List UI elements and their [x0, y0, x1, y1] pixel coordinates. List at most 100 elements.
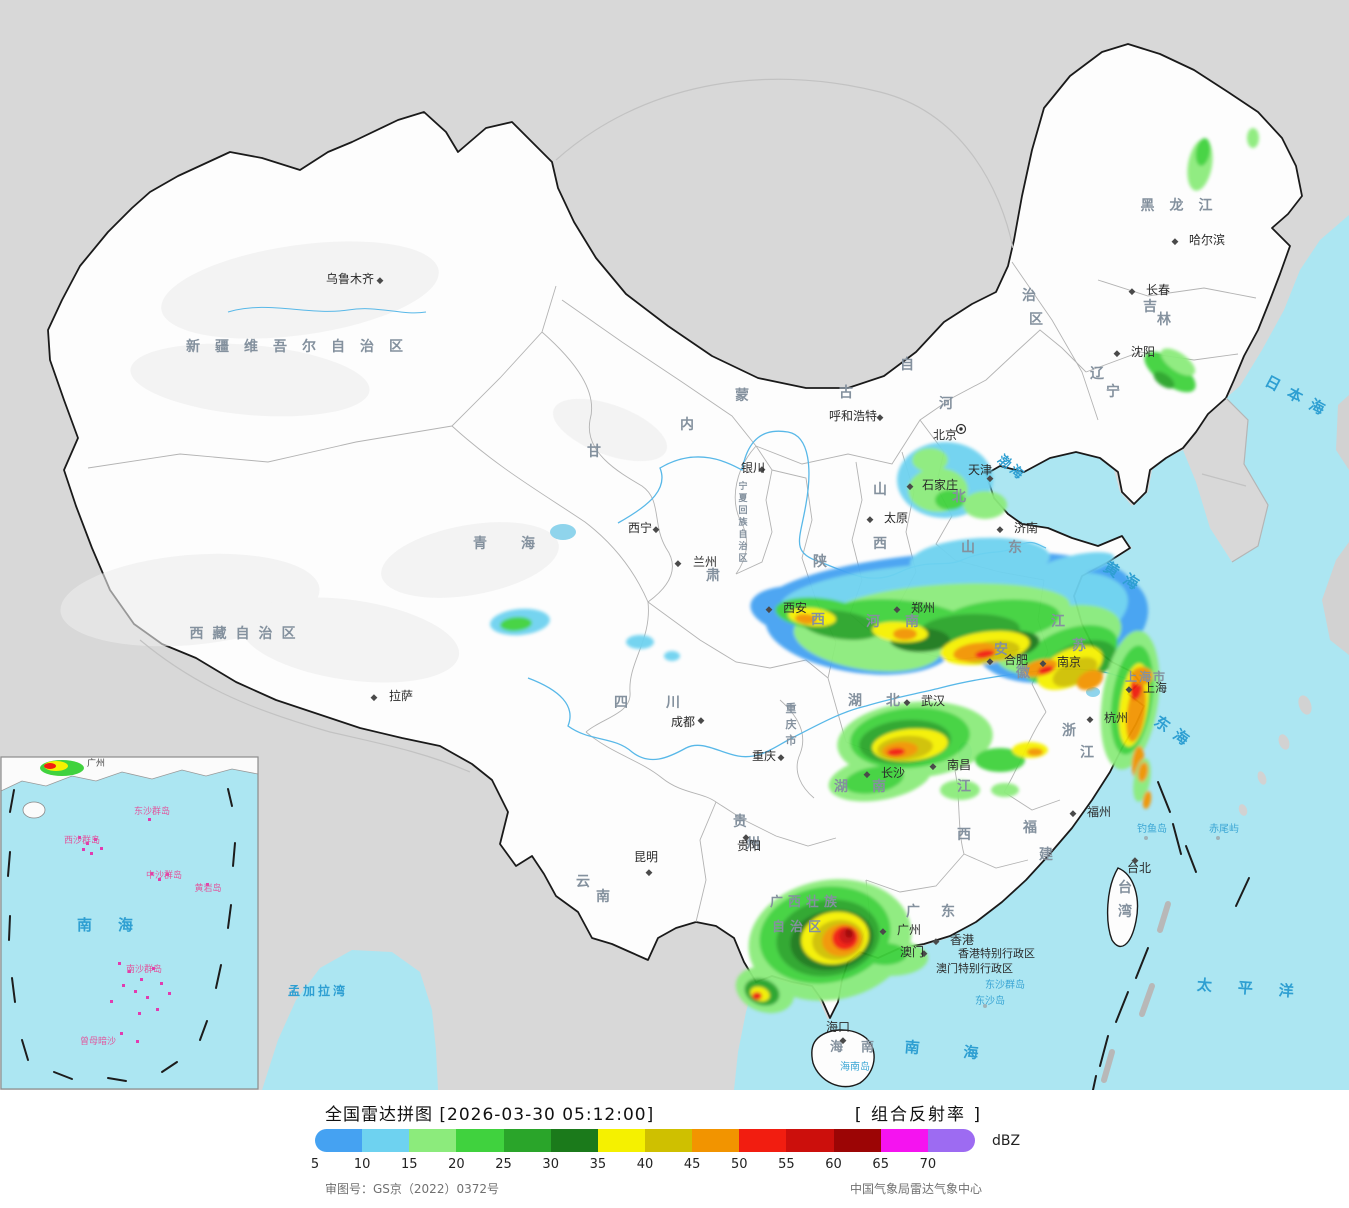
city-label: 武汉	[921, 694, 945, 708]
province-label: 蒙	[735, 387, 749, 404]
city-label: 昆明	[634, 850, 658, 864]
legend-tick: 65	[872, 1157, 889, 1172]
city-label: 长春	[1146, 283, 1170, 297]
province-label: 自	[900, 356, 914, 373]
province-label: 回	[738, 505, 747, 516]
city-marker-icon: ◆	[933, 937, 940, 947]
legend-color-segment	[692, 1129, 740, 1152]
city-marker-icon: ◆	[867, 515, 874, 525]
inset-island-dot	[156, 1008, 159, 1011]
inset-boundary-dash	[161, 1061, 178, 1073]
map-title: 全国雷达拼图 [2026-03-30 05:12:00]	[325, 1105, 655, 1125]
legend-color-segment	[315, 1129, 363, 1152]
qinghai-lake	[550, 524, 576, 540]
legend-tick: 70	[919, 1157, 937, 1172]
radar-echo	[1027, 748, 1043, 756]
province-label: 州	[745, 836, 760, 852]
city-label: 北京	[933, 428, 957, 442]
radar-echo	[845, 928, 853, 938]
city-marker-icon: ◆	[907, 482, 914, 492]
province-label: 夏	[737, 493, 748, 504]
city-label: 香港	[950, 933, 974, 947]
inset-island-dot	[150, 872, 153, 875]
city-marker-icon: ◆	[698, 716, 705, 726]
inset-island-dot	[90, 852, 93, 855]
inset-label: 东沙群岛	[134, 805, 170, 817]
japan-land	[1322, 542, 1349, 655]
province-label: 族	[738, 516, 748, 528]
city-marker-icon: ◆	[778, 753, 785, 763]
city-label: 合肥	[1004, 652, 1028, 667]
city-label: 上海	[1143, 680, 1167, 695]
inset-boundary-dash	[227, 788, 233, 807]
legend-color-segment	[833, 1129, 881, 1152]
inset-island-dot	[138, 1012, 141, 1015]
city-label: 郑州	[911, 600, 935, 615]
radar-echo	[893, 628, 917, 640]
inset-sea-label: 南海	[77, 916, 159, 934]
island-label: 钓鱼岛	[1137, 822, 1167, 835]
city-label: 哈尔滨	[1189, 232, 1225, 247]
province-label: 甘	[587, 443, 601, 460]
inset-border	[0, 756, 259, 1090]
inset-island-dot	[82, 848, 85, 851]
inset-island-dot	[168, 992, 171, 995]
legend-color-segment	[597, 1129, 645, 1152]
legend-tick: 10	[353, 1157, 371, 1172]
province-label: 北	[952, 489, 966, 505]
province-label: 湖南	[834, 778, 910, 795]
city-marker-icon: ◆	[1087, 715, 1094, 725]
inset-boundary-dash	[107, 1077, 127, 1082]
province-labels: 新疆维吾尔自治区西藏自治区青海甘肃四川云南贵州重庆市陕西山西河北山东河南安徽江苏…	[186, 197, 1213, 1055]
city-label: 广州	[897, 923, 921, 937]
city-marker-icon: ◆	[1126, 685, 1133, 695]
province-label: 海南	[830, 1039, 892, 1055]
province-label: 肃	[706, 567, 720, 584]
radar-echo	[1131, 667, 1153, 685]
inset-island-dot	[136, 1040, 139, 1043]
province-label: 西藏自治区	[190, 625, 305, 642]
province-label: 山东	[961, 539, 1055, 556]
province-label: 山	[873, 482, 887, 498]
city-marker-icon: ◆	[997, 525, 1004, 535]
ryukyu-island	[1257, 771, 1267, 785]
city-label: 济南	[1014, 520, 1038, 535]
dongsha-island-dot	[983, 1004, 987, 1008]
province-label: 上海市	[1125, 669, 1167, 684]
inset-island-dot	[140, 978, 143, 981]
boundary-dash	[1235, 877, 1250, 907]
city-label: 兰州	[693, 555, 717, 569]
radar-echo-layer	[490, 128, 1259, 1014]
inset-island-dot	[122, 984, 125, 987]
radar-echo	[1195, 138, 1211, 166]
product-label: [ 组合反射率 ]	[854, 1105, 982, 1125]
province-label: 区	[1029, 312, 1043, 328]
hainan-island	[811, 1029, 875, 1088]
city-label: 福州	[1087, 804, 1111, 819]
boundary-dash	[1135, 947, 1149, 979]
province-label: 河	[939, 395, 953, 412]
province-label: 台	[1118, 879, 1132, 896]
city-label: 南京	[1057, 654, 1081, 669]
province-label: 自	[738, 528, 747, 540]
radar-echo	[940, 780, 980, 800]
boundary-dash	[1092, 1075, 1097, 1090]
ryukyu-island	[1238, 804, 1248, 816]
legend-color-segment	[739, 1129, 787, 1152]
province-label: 福	[1022, 819, 1037, 836]
legend-color-segment	[409, 1129, 457, 1152]
inset-boundary-dash	[11, 977, 16, 1003]
radar-echo	[1137, 762, 1149, 782]
legend-color-segment	[786, 1129, 834, 1152]
inset-label: 曾母暗沙	[80, 1035, 116, 1047]
tarim-river	[227, 306, 427, 314]
radar-echo	[1035, 552, 1115, 578]
boundary-dash-gray	[1157, 901, 1171, 933]
radar-echo	[1076, 669, 1104, 691]
legend-color-segment	[503, 1129, 551, 1152]
province-label: 辽	[1090, 366, 1105, 382]
